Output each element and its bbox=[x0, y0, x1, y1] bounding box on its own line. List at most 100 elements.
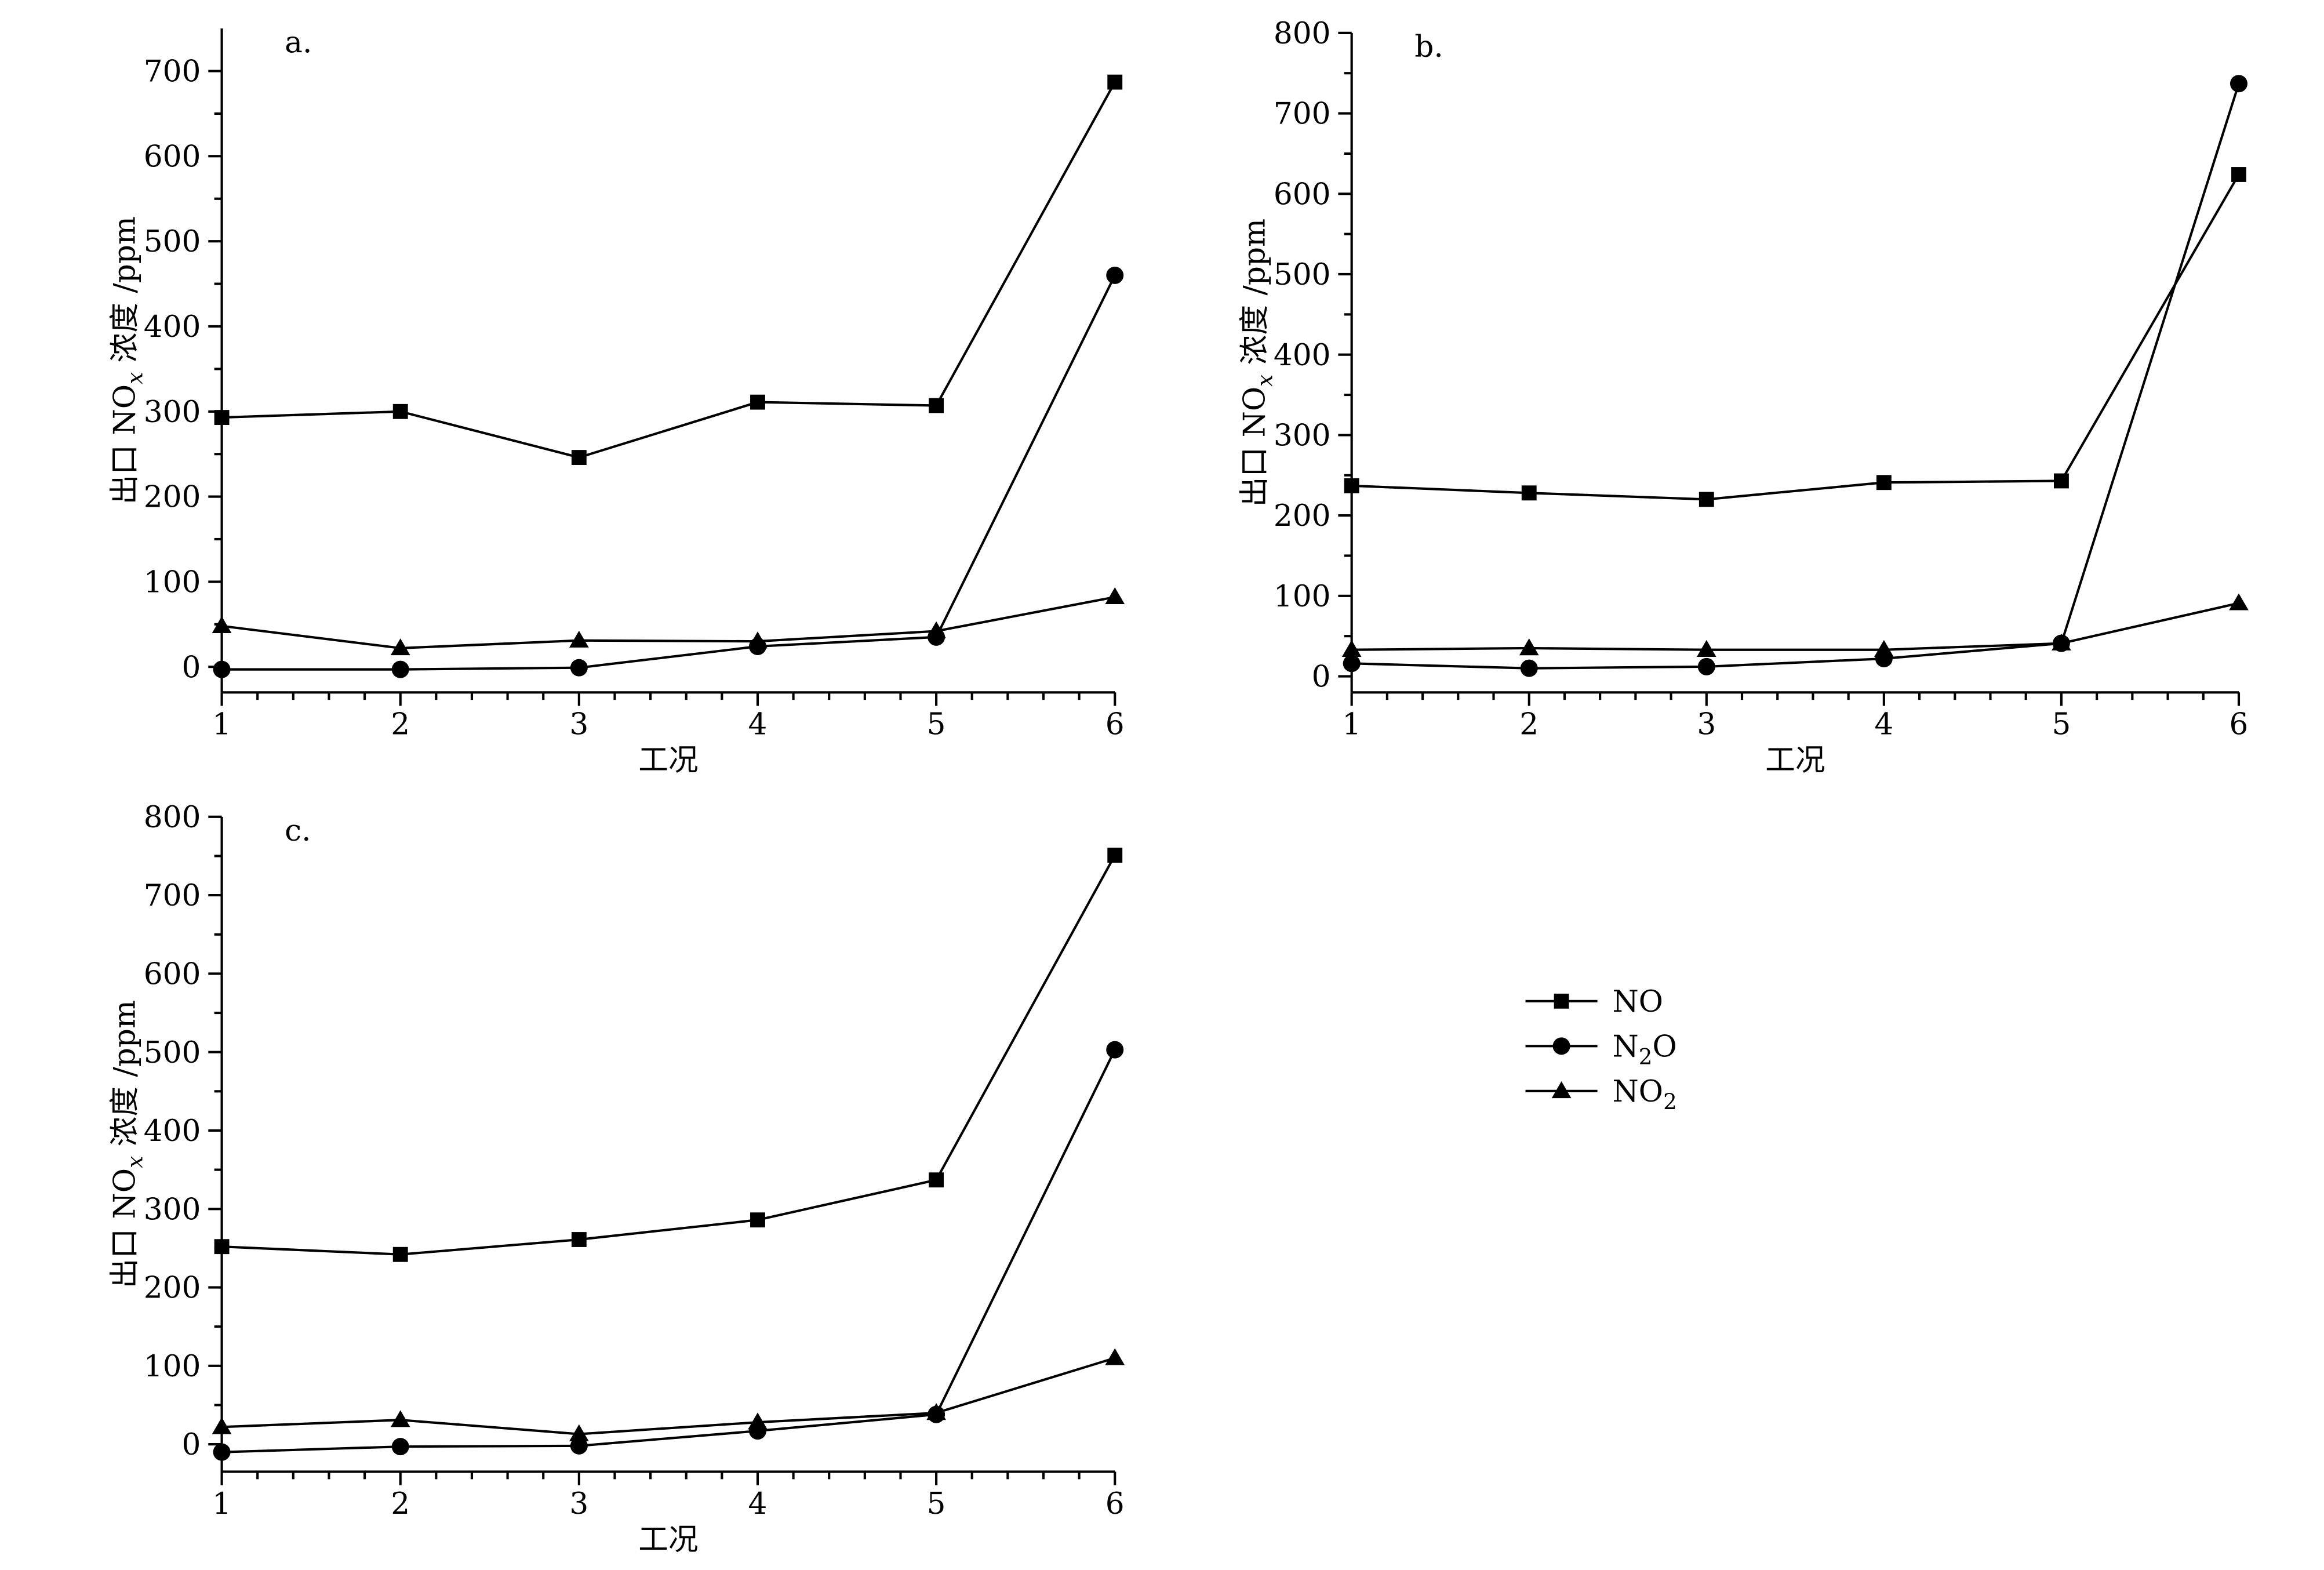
data-point-no2 bbox=[569, 1424, 589, 1441]
y-tick-label: 100 bbox=[144, 1349, 201, 1384]
data-point-no bbox=[392, 404, 408, 419]
y-tick-label: 100 bbox=[144, 565, 201, 600]
legend-label-sub: 2 bbox=[1639, 1044, 1653, 1069]
series-line-no2 bbox=[221, 1357, 1115, 1435]
x-tick-label: 4 bbox=[1874, 707, 1893, 742]
y-axis-label: 出口 NOx 浓度 /ppm bbox=[108, 216, 148, 504]
x-tick-label: 2 bbox=[391, 707, 410, 742]
legend-marker bbox=[1552, 1037, 1570, 1055]
y-tick-label: 0 bbox=[1312, 660, 1331, 695]
legend-marker bbox=[1551, 1081, 1572, 1099]
series-line-no bbox=[221, 855, 1116, 1256]
data-point-no bbox=[571, 450, 587, 465]
x-tick-label: 5 bbox=[927, 1487, 946, 1521]
y-tick-label: 700 bbox=[1274, 97, 1331, 132]
x-tick-label: 3 bbox=[1697, 707, 1716, 742]
legend-label-tail: O bbox=[1652, 1029, 1676, 1064]
data-point-no bbox=[1107, 848, 1123, 863]
y-tick-label: 500 bbox=[144, 224, 201, 259]
data-point-no bbox=[929, 398, 944, 413]
x-tick-label: 4 bbox=[748, 707, 768, 742]
y-tick-label: 400 bbox=[144, 310, 201, 344]
data-point-n2o bbox=[1520, 659, 1538, 677]
x-tick-label: 3 bbox=[569, 1487, 588, 1521]
legend-label: NO2 bbox=[1612, 1074, 1676, 1114]
series-line-no bbox=[221, 81, 1116, 459]
data-point-no bbox=[214, 1239, 230, 1255]
x-tick-label: 6 bbox=[1105, 1487, 1125, 1521]
legend-label-base: NO bbox=[1612, 984, 1663, 1019]
y-tick-label: 800 bbox=[1274, 16, 1331, 51]
panel-label: c. bbox=[285, 813, 311, 848]
y-tick-label: 200 bbox=[144, 1271, 201, 1306]
x-tick-label: 5 bbox=[2052, 707, 2071, 742]
data-point-no bbox=[929, 1172, 944, 1188]
y-tick-label: 600 bbox=[144, 139, 201, 174]
y-axis-label: 出口 NOx 浓度 /ppm bbox=[1238, 219, 1278, 507]
y-tick-label: 600 bbox=[144, 957, 201, 991]
y-axis-label-suffix: 浓度 /ppm bbox=[1238, 219, 1272, 375]
data-point-n2o bbox=[1106, 266, 1124, 284]
panel-label: a. bbox=[285, 25, 312, 60]
y-tick-label: 0 bbox=[181, 650, 201, 685]
data-point-no2 bbox=[1874, 639, 1894, 657]
y-tick-label: 700 bbox=[144, 54, 201, 89]
data-point-no2 bbox=[1696, 639, 1716, 657]
data-point-no bbox=[1876, 475, 1892, 490]
data-point-n2o bbox=[213, 1443, 231, 1461]
data-point-n2o bbox=[1697, 657, 1715, 675]
y-axis-label: 出口 NOx 浓度 /ppm bbox=[108, 1000, 148, 1288]
y-tick-label: 200 bbox=[144, 480, 201, 515]
legend-marker bbox=[1554, 993, 1569, 1009]
legend-label: N2O bbox=[1612, 1029, 1676, 1069]
data-point-no2 bbox=[748, 631, 768, 649]
chart-panel-b: 0 100 200 300 400 500 600 700 800 1 2 3 4 5 6 工况 出口 NOx … bbox=[1238, 16, 2249, 778]
legend: NO N2O NO2 bbox=[1525, 984, 1677, 1114]
data-point-n2o bbox=[570, 659, 588, 677]
panel-label: b. bbox=[1414, 30, 1443, 64]
y-tick-label: 800 bbox=[144, 800, 201, 835]
series-line-n2o bbox=[221, 1049, 1116, 1453]
x-axis-label: 工况 bbox=[638, 743, 698, 778]
data-point-no2 bbox=[212, 616, 232, 633]
data-point-no2 bbox=[2229, 593, 2249, 610]
data-point-n2o bbox=[391, 1438, 409, 1456]
x-tick-label: 1 bbox=[1342, 707, 1361, 742]
x-tick-label: 1 bbox=[212, 1487, 231, 1521]
x-tick-label: 6 bbox=[1105, 707, 1125, 742]
data-point-no bbox=[750, 394, 765, 410]
chart-panel-c: 0 100 200 300 400 500 600 700 800 1 2 3 4 5 6 工况 出口 NOx … bbox=[108, 800, 1125, 1557]
y-tick-label: 500 bbox=[144, 1035, 201, 1070]
series-line-no bbox=[1351, 173, 2240, 501]
data-point-n2o bbox=[1106, 1041, 1124, 1059]
y-tick-label: 600 bbox=[1274, 177, 1331, 212]
data-point-no bbox=[392, 1246, 408, 1262]
y-axis-label-prefix: 出口 NO bbox=[108, 384, 143, 504]
data-point-n2o bbox=[213, 660, 231, 678]
data-point-no2 bbox=[212, 1417, 232, 1434]
y-axis-label-sub: x bbox=[122, 1156, 148, 1168]
y-axis-label-prefix: 出口 NO bbox=[1238, 387, 1272, 507]
data-point-no bbox=[571, 1232, 587, 1247]
y-axis-label-prefix: 出口 NO bbox=[108, 1168, 143, 1288]
data-point-no2 bbox=[1105, 587, 1125, 605]
y-axis-label-suffix: 浓度 /ppm bbox=[108, 1000, 143, 1156]
series-line-no2 bbox=[221, 595, 1115, 649]
data-point-n2o bbox=[391, 660, 409, 678]
data-point-n2o bbox=[1343, 655, 1361, 673]
x-tick-label: 2 bbox=[391, 1487, 410, 1521]
series-line-no2 bbox=[1351, 602, 2239, 651]
data-point-n2o bbox=[2230, 75, 2247, 93]
data-point-no bbox=[1344, 478, 1359, 493]
y-tick-label: 400 bbox=[1274, 338, 1331, 373]
x-tick-label: 6 bbox=[2230, 707, 2249, 742]
y-tick-label: 200 bbox=[1274, 499, 1331, 533]
y-tick-label: 100 bbox=[1274, 579, 1331, 614]
y-axis-label-suffix: 浓度 /ppm bbox=[108, 216, 143, 372]
data-point-no bbox=[1699, 492, 1714, 507]
y-tick-label: 0 bbox=[181, 1427, 201, 1462]
data-point-no bbox=[2231, 167, 2246, 182]
x-axis-label: 工况 bbox=[1765, 743, 1825, 778]
